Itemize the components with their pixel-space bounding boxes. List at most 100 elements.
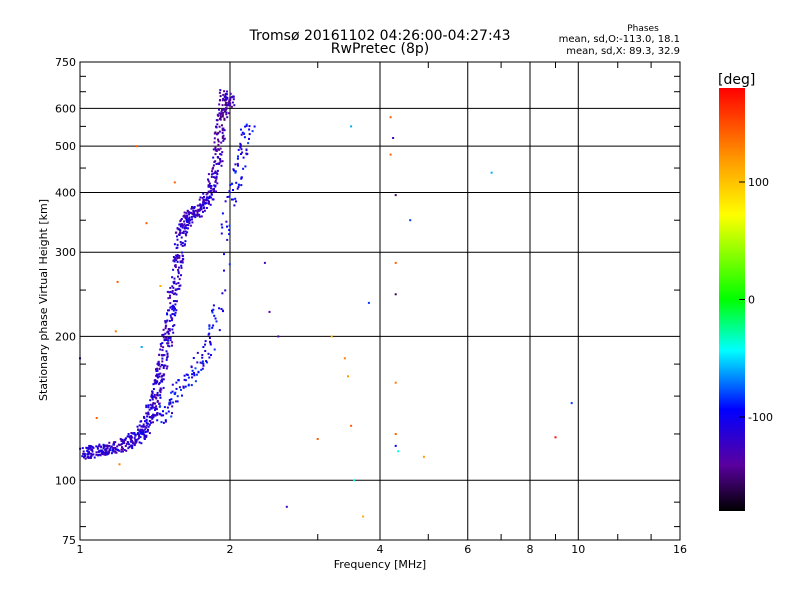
o-mode-point — [225, 104, 228, 107]
o-mode-point — [172, 300, 175, 303]
x-mode-point — [218, 307, 221, 310]
o-mode-point — [175, 309, 178, 312]
x-mode-point — [182, 386, 185, 389]
x-mode-point — [164, 419, 167, 422]
x-mode-point — [207, 352, 210, 355]
x-tick-labels: 1 2 4 6 8 10 16 — [77, 543, 688, 556]
o-mode-point — [166, 365, 169, 368]
o-mode-point — [203, 202, 206, 205]
o-mode-point — [131, 440, 134, 443]
o-mode-point — [108, 449, 111, 452]
o-mode-point — [172, 286, 175, 289]
o-mode-point — [161, 380, 163, 383]
phases-header: Phases — [627, 24, 659, 34]
data-points — [79, 89, 573, 518]
o-mode-point — [176, 238, 179, 241]
o-mode-point — [154, 414, 157, 417]
scatter-point — [394, 194, 397, 197]
o-mode-point — [215, 126, 218, 129]
o-mode-point — [181, 241, 184, 244]
o-mode-point — [180, 218, 183, 220]
x-mode-point — [172, 401, 175, 404]
o-mode-point — [146, 430, 149, 433]
x-mode-point — [167, 410, 170, 413]
o-mode-point — [123, 440, 126, 443]
o-mode-point — [124, 445, 127, 447]
o-mode-point — [127, 447, 130, 450]
o-mode-point — [179, 229, 182, 232]
o-mode-point — [207, 173, 210, 176]
x-mode-point — [235, 200, 237, 203]
o-mode-point — [158, 402, 161, 405]
o-mode-point — [227, 112, 230, 115]
o-mode-point — [233, 104, 236, 107]
plot-frame — [79, 61, 681, 541]
x-mode-point — [228, 195, 231, 198]
scatter-point — [145, 222, 148, 225]
o-mode-point — [156, 412, 159, 415]
o-mode-point — [216, 182, 219, 185]
o-mode-point — [151, 392, 154, 395]
o-mode-point — [163, 364, 166, 367]
o-mode-point — [155, 408, 158, 411]
o-mode-point — [151, 395, 154, 398]
o-mode-point — [131, 442, 134, 445]
o-mode-point — [111, 449, 114, 452]
o-mode-point — [187, 221, 190, 224]
o-mode-point — [206, 192, 209, 195]
o-mode-point — [180, 274, 182, 277]
o-mode-point — [93, 456, 96, 459]
o-mode-point — [173, 243, 176, 246]
o-mode-point — [211, 170, 213, 173]
x-mode-point — [180, 388, 182, 391]
o-mode-point — [220, 110, 223, 113]
o-mode-point — [207, 190, 210, 193]
y-tick-label: 400 — [55, 186, 76, 199]
o-mode-point — [184, 240, 187, 243]
y-tick-label: 500 — [55, 140, 76, 153]
o-mode-point — [188, 222, 191, 225]
o-mode-point — [221, 115, 224, 118]
o-mode-point — [183, 226, 186, 229]
o-mode-point — [101, 453, 104, 456]
o-mode-point — [219, 147, 222, 150]
o-mode-point — [186, 221, 189, 224]
o-mode-point — [157, 383, 160, 386]
o-mode-point — [88, 452, 91, 455]
o-mode-point — [145, 434, 148, 437]
o-mode-point — [125, 449, 128, 452]
o-mode-point — [179, 219, 182, 222]
x-mode-point — [228, 233, 231, 236]
o-mode-point — [133, 444, 136, 447]
o-mode-point — [215, 177, 218, 180]
o-mode-point — [221, 135, 224, 138]
o-mode-point — [130, 432, 133, 434]
o-mode-point — [168, 309, 171, 312]
o-mode-point — [217, 131, 220, 134]
o-mode-point — [214, 160, 217, 163]
o-mode-point — [162, 328, 165, 331]
o-mode-point — [198, 209, 201, 212]
o-mode-point — [176, 300, 178, 303]
o-mode-point — [112, 446, 115, 449]
o-mode-point — [222, 93, 225, 96]
o-mode-point — [152, 413, 155, 416]
o-mode-point — [147, 413, 150, 416]
o-mode-point — [127, 441, 129, 444]
o-mode-point — [137, 437, 140, 440]
o-mode-point — [177, 275, 179, 278]
o-mode-point — [152, 383, 155, 386]
o-mode-point — [139, 420, 142, 423]
o-mode-point — [142, 432, 145, 435]
o-mode-point — [179, 231, 182, 234]
o-mode-point — [174, 307, 176, 310]
o-mode-point — [125, 443, 128, 445]
o-mode-point — [122, 450, 124, 453]
o-mode-point — [137, 428, 140, 431]
x-mode-point — [206, 361, 208, 364]
o-mode-point — [172, 259, 175, 262]
o-mode-point — [215, 190, 218, 193]
x-mode-point — [187, 384, 190, 387]
o-mode-point — [181, 251, 183, 254]
o-mode-point — [221, 137, 224, 140]
